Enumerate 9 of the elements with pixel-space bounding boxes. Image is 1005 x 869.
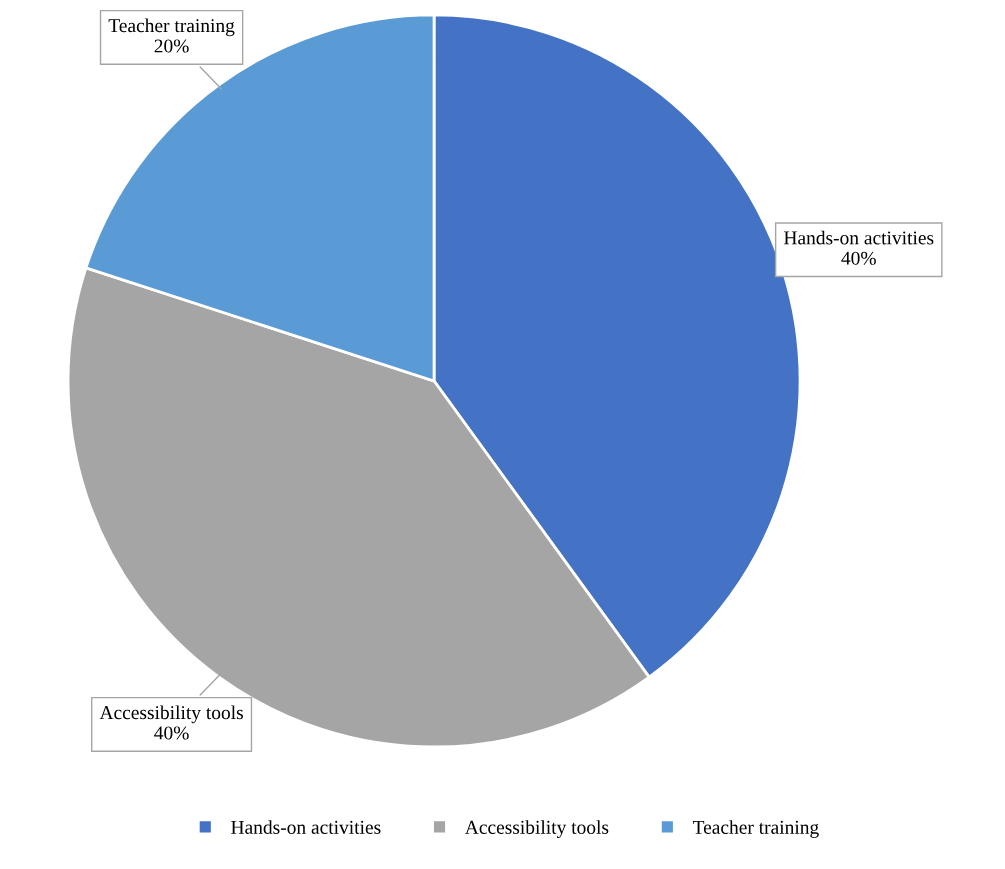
slice-label: Teacher training — [108, 18, 235, 37]
legend-label: Hands-on activities — [231, 820, 381, 834]
data-label: 40% — [154, 726, 189, 740]
legend-label: Teacher training — [692, 820, 819, 838]
data-label: 20% — [154, 39, 189, 53]
slice-label: Accessibility tools — [99, 705, 243, 724]
legend-label: Accessibility tools — [464, 820, 609, 838]
data-label: 40% — [841, 251, 876, 265]
slice-label: Hands-on activities — [783, 230, 934, 245]
